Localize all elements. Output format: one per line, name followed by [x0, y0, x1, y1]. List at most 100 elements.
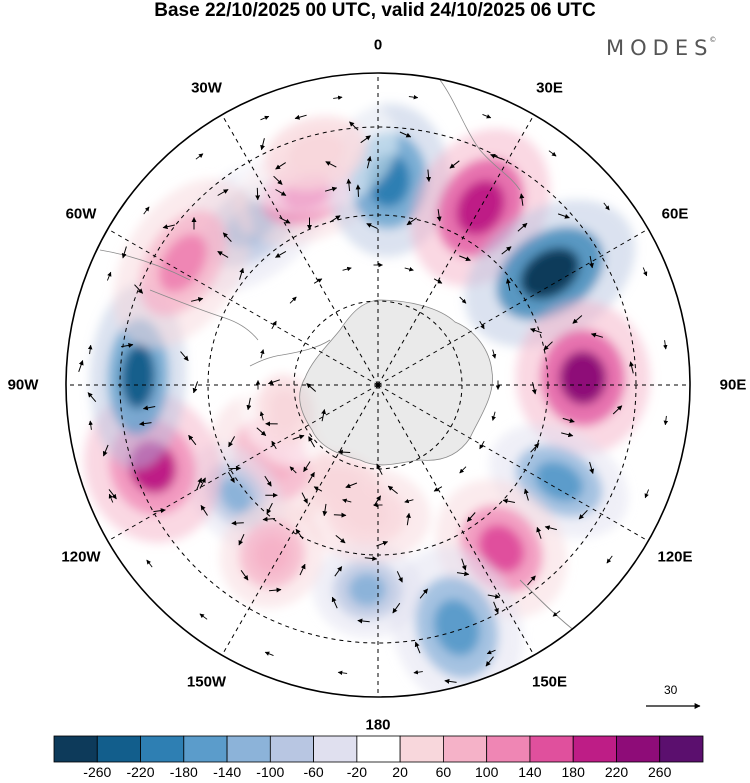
anomaly-contour [434, 599, 480, 656]
wind-vector [228, 465, 241, 471]
wind-vector [264, 651, 274, 657]
wind-vector [333, 512, 347, 518]
colorbar-swatch [183, 735, 228, 763]
lon-label-60e: 60E [661, 205, 689, 222]
wind-vector [240, 570, 249, 581]
wind-vector [590, 332, 604, 338]
wind-vector [264, 475, 272, 487]
wind-vector [408, 94, 419, 100]
wind-vector [190, 297, 204, 302]
wind-vector [552, 610, 561, 617]
south-pole-marker [375, 382, 381, 388]
wind-vector [87, 344, 93, 355]
wind-vector [153, 508, 166, 514]
wind-vector [459, 255, 471, 262]
meridian-line [377, 384, 535, 656]
wind-vector [459, 466, 467, 474]
logo-mark: © [709, 36, 717, 44]
wind-vector [306, 383, 317, 392]
anomaly-contour [159, 234, 207, 293]
wind-vector [531, 382, 537, 395]
wind-vector [392, 602, 401, 614]
wind-vector [548, 150, 557, 157]
wind-vector [536, 526, 542, 539]
wind-vector [195, 153, 204, 160]
wind-vector [663, 415, 669, 426]
wind-vector [364, 556, 378, 562]
wind-vector [121, 246, 127, 259]
wind-vector [491, 349, 497, 359]
lon-label-150e: 150E [531, 673, 568, 691]
wind-vector [199, 477, 206, 489]
wind-vector [200, 504, 208, 516]
wind-vector [487, 593, 501, 599]
meridian-line [107, 228, 379, 386]
wind-vector [337, 449, 351, 455]
wind-vector [505, 278, 511, 291]
colorbar-swatch [529, 735, 574, 763]
colorbar-tick-label: -180 [169, 764, 198, 780]
wind-vector [333, 95, 343, 100]
wind-vector [561, 432, 574, 438]
wind-vector [642, 267, 648, 277]
meridian-line [377, 228, 649, 386]
wind-vector [426, 169, 432, 182]
wind-vector [256, 427, 267, 436]
wind-vector [335, 535, 346, 544]
colorbar-swatch [269, 735, 314, 763]
lon-label-120w: 120W [61, 548, 101, 565]
wind-vector [456, 571, 470, 577]
wind-vector [349, 121, 359, 131]
wind-vector [406, 217, 417, 226]
meridian-line [377, 384, 649, 542]
colorbar-swatch [53, 735, 98, 763]
colorbar-swatch [399, 735, 444, 763]
wind-vector [346, 178, 352, 192]
wind-vector [562, 417, 575, 423]
wind-vector [134, 284, 144, 294]
wind-vector [146, 559, 153, 568]
wind-vector [466, 512, 476, 522]
wind-vector [275, 189, 287, 196]
wind-vector [644, 489, 650, 499]
wind-vector [519, 193, 525, 206]
wind-vector [88, 420, 93, 430]
logo-text: MODES [606, 36, 714, 60]
colorbar-tick-label: 260 [648, 764, 672, 780]
wind-vector [527, 575, 536, 586]
map-boundary [65, 72, 691, 698]
anomaly-contour [520, 247, 580, 299]
anomaly-contour [219, 477, 253, 514]
wind-vector [102, 444, 109, 457]
anomaly-field [84, 93, 651, 697]
wind-vector [180, 351, 189, 362]
colorbar-tick-label: 220 [604, 764, 629, 780]
colorbar-swatch [356, 735, 401, 763]
wind-vector [360, 135, 371, 144]
colorbar-swatch [226, 735, 271, 763]
wind-vector [414, 641, 421, 654]
wind-vector [289, 466, 297, 474]
wind-vector [404, 498, 414, 504]
lon-label-90w: 90W [7, 376, 39, 394]
wind-vector [267, 379, 280, 385]
wind-vector [78, 360, 84, 372]
wind-vector [246, 397, 252, 411]
wind-vector [289, 296, 297, 304]
wind-vector [357, 618, 370, 624]
anomaly-contour [121, 344, 155, 409]
polar-map [65, 72, 701, 709]
anomaly-contour [270, 390, 302, 430]
wind-vector [307, 471, 315, 483]
wind-vector [321, 409, 327, 422]
wind-vector [589, 461, 595, 474]
colorbar-tick-label: -220 [126, 764, 155, 780]
wind-vector [87, 392, 97, 403]
anomaly-contour [456, 180, 505, 235]
wind-vector [493, 601, 499, 614]
wind-vector [337, 670, 348, 676]
wind-vector [106, 271, 112, 281]
wind-vector [629, 361, 634, 374]
wind-vector [459, 296, 467, 304]
wind-vector [322, 503, 328, 517]
